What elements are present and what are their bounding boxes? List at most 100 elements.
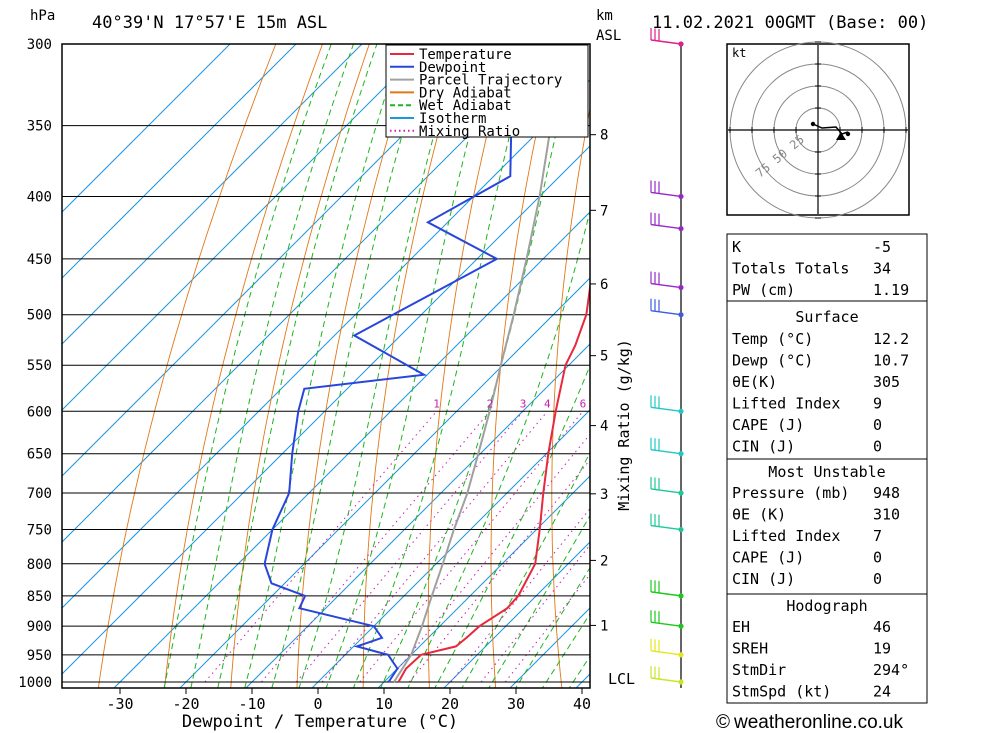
wind-barb-shaft — [650, 524, 682, 531]
isotherm-line — [113, 211, 590, 688]
wind-barb-dot — [678, 593, 684, 599]
pressure-axis: 300 350 400 450 500 550 600 650 700 750 800 850 900 9… — [18, 37, 52, 691]
table-row-label: Lifted Index — [732, 395, 840, 413]
lcl-label: LCL — [608, 670, 635, 688]
indices-box — [726, 233, 928, 302]
pressure-tick-label: 600 — [27, 404, 52, 420]
height-tick-label: 7 — [600, 203, 608, 219]
legend-label: Dry Adiabat — [419, 85, 512, 101]
wet-adiabat-line — [271, 44, 431, 688]
table-title: Hodograph — [786, 597, 867, 615]
storm-motion-marker — [836, 132, 846, 140]
height-tick-label: 6 — [600, 277, 608, 293]
table-title: Most Unstable — [768, 463, 885, 481]
legend-label: Wet Adiabat — [419, 98, 512, 114]
table-row-value: 0 — [873, 549, 882, 567]
table-row-label: Dewp (°C) — [732, 352, 813, 370]
pressure-tick-label: 900 — [27, 619, 52, 635]
wind-barb-shaft — [650, 282, 682, 289]
km-axis-label: km — [596, 8, 613, 24]
wet-adiabat-line — [488, 514, 590, 688]
table-row-label: SREH — [732, 640, 768, 658]
hpa-axis-label: hPa — [30, 8, 55, 24]
hodograph-trace — [812, 123, 849, 135]
location-label: 40°39'N 17°57'E 15m ASL — [92, 13, 327, 33]
dry-adiabat-line — [362, 44, 464, 688]
table-row-value: 10.7 — [873, 352, 909, 370]
wind-barbs — [650, 28, 684, 685]
isotherm-line — [311, 409, 590, 688]
isotherm-line — [62, 44, 363, 345]
height-tick-label: 2 — [600, 553, 608, 569]
table-row-label: CIN (J) — [732, 438, 795, 456]
mixing-ratio-tick: 20 — [691, 397, 704, 410]
most-unstable-box — [726, 458, 928, 595]
x-tick-label: -20 — [172, 695, 199, 713]
x-tick-label: 40 — [573, 695, 591, 713]
height-tick-label: 3 — [600, 487, 608, 503]
table-row-label: θE(K) — [732, 373, 777, 391]
wind-barb-shaft — [650, 39, 682, 45]
table-row-label: CIN (J) — [732, 570, 795, 588]
legend-label: Parcel Trajectory — [419, 73, 562, 89]
mixing-ratio-tick: 3 — [520, 397, 527, 410]
wind-barb-shaft — [650, 591, 682, 597]
x-tick-label: 0 — [313, 695, 322, 713]
pressure-tick-label: 550 — [27, 358, 52, 374]
table-row-label: CAPE (J) — [732, 549, 804, 567]
isotherm-line — [377, 475, 590, 688]
mixing-ratio-tick: 1 — [433, 397, 440, 410]
hodograph-table-box — [726, 593, 928, 704]
legend-label: Dewpoint — [419, 60, 486, 76]
wind-barb-dot — [678, 623, 684, 629]
dry-adiabat-line — [551, 106, 590, 688]
table-row-value: 310 — [873, 506, 900, 524]
pressure-tick-label: 350 — [27, 119, 52, 135]
table-row-value: 0 — [873, 416, 882, 434]
wet-adiabat-line — [541, 612, 590, 688]
wet-adiabat-line — [217, 44, 378, 688]
wet-adiabat-line — [325, 44, 495, 688]
table-title: Surface — [795, 308, 858, 326]
table-row-value: 12.2 — [873, 330, 909, 348]
pressure-tick-label: 850 — [27, 589, 52, 605]
table-row-value: 24 — [873, 683, 891, 701]
wet-adiabat-line — [190, 44, 355, 688]
dry-adiabat-line — [296, 44, 417, 688]
wind-barb-shaft — [650, 449, 682, 455]
table-row-value: 305 — [873, 373, 900, 391]
mixing-ratio-line — [261, 410, 491, 683]
wind-barb-shaft — [650, 309, 682, 316]
wet-adiabat-line — [352, 44, 534, 688]
mixing-ratio-line — [321, 410, 548, 683]
temperature-axis: -30 -20 -10 0 10 20 30 40 — [106, 688, 591, 713]
wind-barb-shaft — [650, 621, 682, 627]
table-row-label: StmSpd (kt) — [732, 683, 831, 701]
table-row-label: CAPE (J) — [732, 416, 804, 434]
parcel-trajectory-line — [393, 44, 568, 683]
pressure-tick-label: 650 — [27, 447, 52, 463]
isotherm-line — [179, 277, 590, 688]
mixing-ratio-tick: 2 — [487, 397, 494, 410]
wet-adiabat-line — [380, 44, 578, 688]
dry-adiabat-line — [929, 7, 1000, 708]
table-row-label: Temp (°C) — [732, 330, 813, 348]
dry-adiabat-line — [230, 44, 370, 688]
wind-barb-shaft — [650, 650, 682, 656]
pressure-tick-label: 950 — [27, 648, 52, 664]
legend-box — [385, 44, 589, 138]
mixing-ratio-tick: 6 — [580, 397, 587, 410]
dry-adiabat-line — [164, 44, 323, 688]
indices-value: 1.19 — [873, 281, 909, 299]
mixing-ratio-tick: 4 — [544, 397, 551, 410]
table-row-value: 948 — [873, 484, 900, 502]
isotherm-line — [245, 343, 590, 688]
isobar-lines — [62, 44, 590, 683]
wet-adiabat-line — [244, 44, 403, 688]
x-tick-label: 30 — [507, 695, 525, 713]
table-row-value: 19 — [873, 640, 891, 658]
pressure-tick-label: 400 — [27, 189, 52, 205]
pressure-tick-label: 450 — [27, 252, 52, 268]
